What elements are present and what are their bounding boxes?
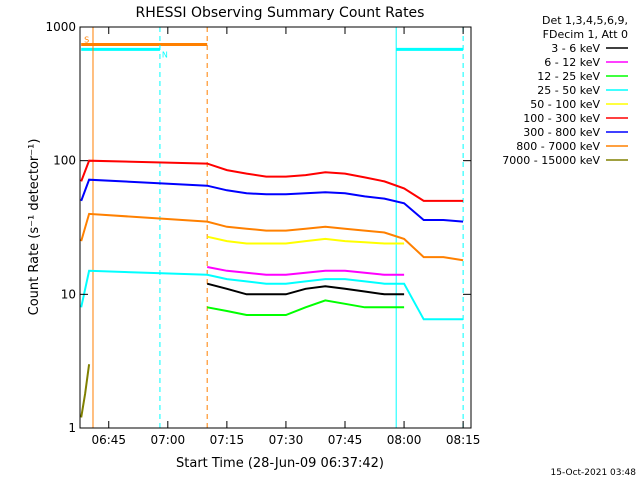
x-axis-label: Start Time (28-Jun-09 06:37:42) — [176, 456, 384, 471]
tick-layer: 06:45 07:00 07:15 07:30 07:45 08:00 08:15 1 10 10… — [45, 20, 480, 447]
series-line-2 — [207, 299, 405, 316]
chart-title: RHESSI Observing Summary Count Rates — [136, 5, 425, 21]
plot-frame — [79, 26, 472, 429]
timestamp: 15-Oct-2021 03:48 — [551, 468, 637, 478]
legend-label-2: 12 - 25 keV — [537, 70, 600, 83]
x-tick-label-2: 07:15 — [210, 433, 245, 447]
y-tick-label-0: 1 — [68, 421, 76, 435]
legend-label-1: 6 - 12 keV — [544, 56, 600, 69]
annotation-layer: SN — [81, 27, 464, 428]
series-line-6 — [80, 178, 464, 223]
legend-label-3: 25 - 50 keV — [537, 84, 600, 97]
series-line-1 — [207, 266, 405, 276]
series-line-8 — [80, 364, 91, 418]
series-line-5 — [80, 159, 464, 202]
series-line-7 — [80, 212, 464, 262]
x-tick-label-4: 07:45 — [328, 433, 363, 447]
y-axis-label: Count Rate (s⁻¹ detector⁻¹) — [27, 139, 42, 316]
legend-label-4: 50 - 100 keV — [530, 98, 600, 111]
series-line-3 — [80, 269, 464, 321]
annotation-label-1: N — [162, 50, 168, 59]
legend-label-6: 300 - 800 keV — [523, 126, 600, 139]
legend-label-0: 3 - 6 keV — [551, 42, 600, 55]
legend-label-5: 100 - 300 keV — [523, 112, 600, 125]
legend-header-line-1: Det 1,3,4,5,6,9, — [542, 14, 628, 27]
y-tick-label-1: 10 — [61, 287, 76, 301]
series-line-0 — [206, 282, 405, 296]
legend-label-8: 7000 - 15000 keV — [502, 154, 600, 167]
x-tick-label-3: 07:30 — [269, 433, 304, 447]
legend-label-7: 800 - 7000 keV — [516, 140, 600, 153]
annotation-label-0: S — [84, 35, 89, 44]
series-line-4 — [206, 235, 405, 245]
legend-header-line-2: FDecim 1, Att 0 — [543, 28, 628, 41]
x-tick-label-5: 08:00 — [387, 433, 422, 447]
x-tick-label-0: 06:45 — [91, 433, 126, 447]
x-tick-label-1: 07:00 — [151, 433, 186, 447]
series-layer — [80, 159, 464, 418]
y-tick-label-2: 100 — [53, 154, 76, 168]
x-tick-label-6: 08:15 — [446, 433, 481, 447]
y-tick-label-3: 1000 — [45, 20, 76, 34]
